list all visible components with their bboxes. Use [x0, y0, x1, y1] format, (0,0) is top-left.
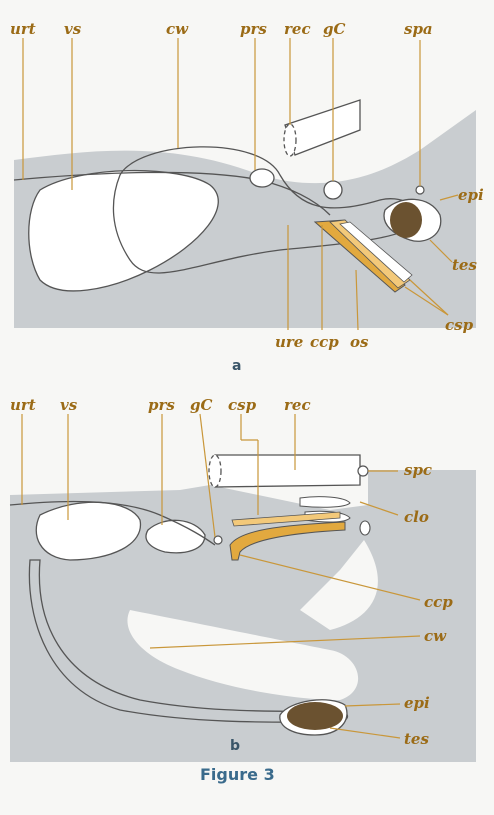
copulatory-spine-b — [231, 511, 341, 527]
panel-a-letter: a — [232, 358, 242, 374]
rectum-opening-a — [283, 123, 297, 157]
label-a-prs: prs — [240, 20, 267, 38]
label-a-cw: cw — [166, 20, 189, 38]
papilla-a — [415, 185, 425, 195]
cloaca-opening — [359, 520, 371, 536]
corpus-cavernosum-a — [313, 219, 406, 293]
figure-caption: Figure 3 — [200, 765, 275, 784]
label-b-urt: urt — [10, 396, 36, 414]
gland-a — [323, 180, 343, 200]
label-a-csp: csp — [445, 316, 474, 334]
panel-a-dorsal-space — [14, 58, 476, 184]
prostate-a — [249, 168, 275, 188]
label-a-tes: tes — [452, 256, 477, 274]
leaders-b — [21, 413, 421, 739]
rectum-opening-b — [208, 454, 222, 488]
panel-b-anterior-space — [300, 540, 378, 630]
papilla-b — [357, 465, 369, 477]
label-b-prs: prs — [148, 396, 175, 414]
label-a-spa: spa — [404, 20, 433, 38]
label-a-vs: vs — [64, 20, 82, 38]
label-a-epi: epi — [458, 186, 484, 204]
label-b-epi: epi — [404, 694, 430, 712]
spine-groove-a — [339, 221, 413, 283]
label-b-csp: csp — [228, 396, 257, 414]
label-a-ure: ure — [275, 333, 304, 351]
label-a-rec: rec — [284, 20, 311, 38]
panel-b-drawing — [9, 413, 476, 762]
corpus-cavernosum-b — [229, 521, 346, 561]
label-b-cw: cw — [424, 627, 447, 645]
label-a-ccp: ccp — [310, 333, 339, 351]
label-a-urt: urt — [10, 20, 36, 38]
urethra-line-b — [9, 500, 216, 546]
label-a-gC: gC — [323, 20, 346, 38]
panel-a-drawing — [13, 38, 476, 331]
label-b-ccp: ccp — [424, 593, 453, 611]
rectum-b — [214, 454, 361, 488]
label-b-clo: clo — [404, 508, 429, 526]
label-b-rec: rec — [284, 396, 311, 414]
label-b-spc: spc — [404, 461, 433, 479]
testis-b — [287, 702, 343, 730]
testis-a — [390, 202, 422, 238]
label-b-gC: gC — [190, 396, 213, 414]
panel-b-ventral-cavity — [127, 610, 359, 700]
gland-b — [213, 535, 223, 545]
leaders-a — [22, 38, 459, 331]
label-b-tes: tes — [404, 730, 429, 748]
vesicle-a — [28, 169, 219, 292]
prostate-b — [145, 519, 206, 554]
cloaca-fold-1 — [299, 496, 351, 508]
urethra-line-a — [13, 171, 331, 216]
label-a-os: os — [350, 333, 369, 351]
panel-b-letter: b — [230, 738, 241, 754]
label-b-vs: vs — [60, 396, 78, 414]
